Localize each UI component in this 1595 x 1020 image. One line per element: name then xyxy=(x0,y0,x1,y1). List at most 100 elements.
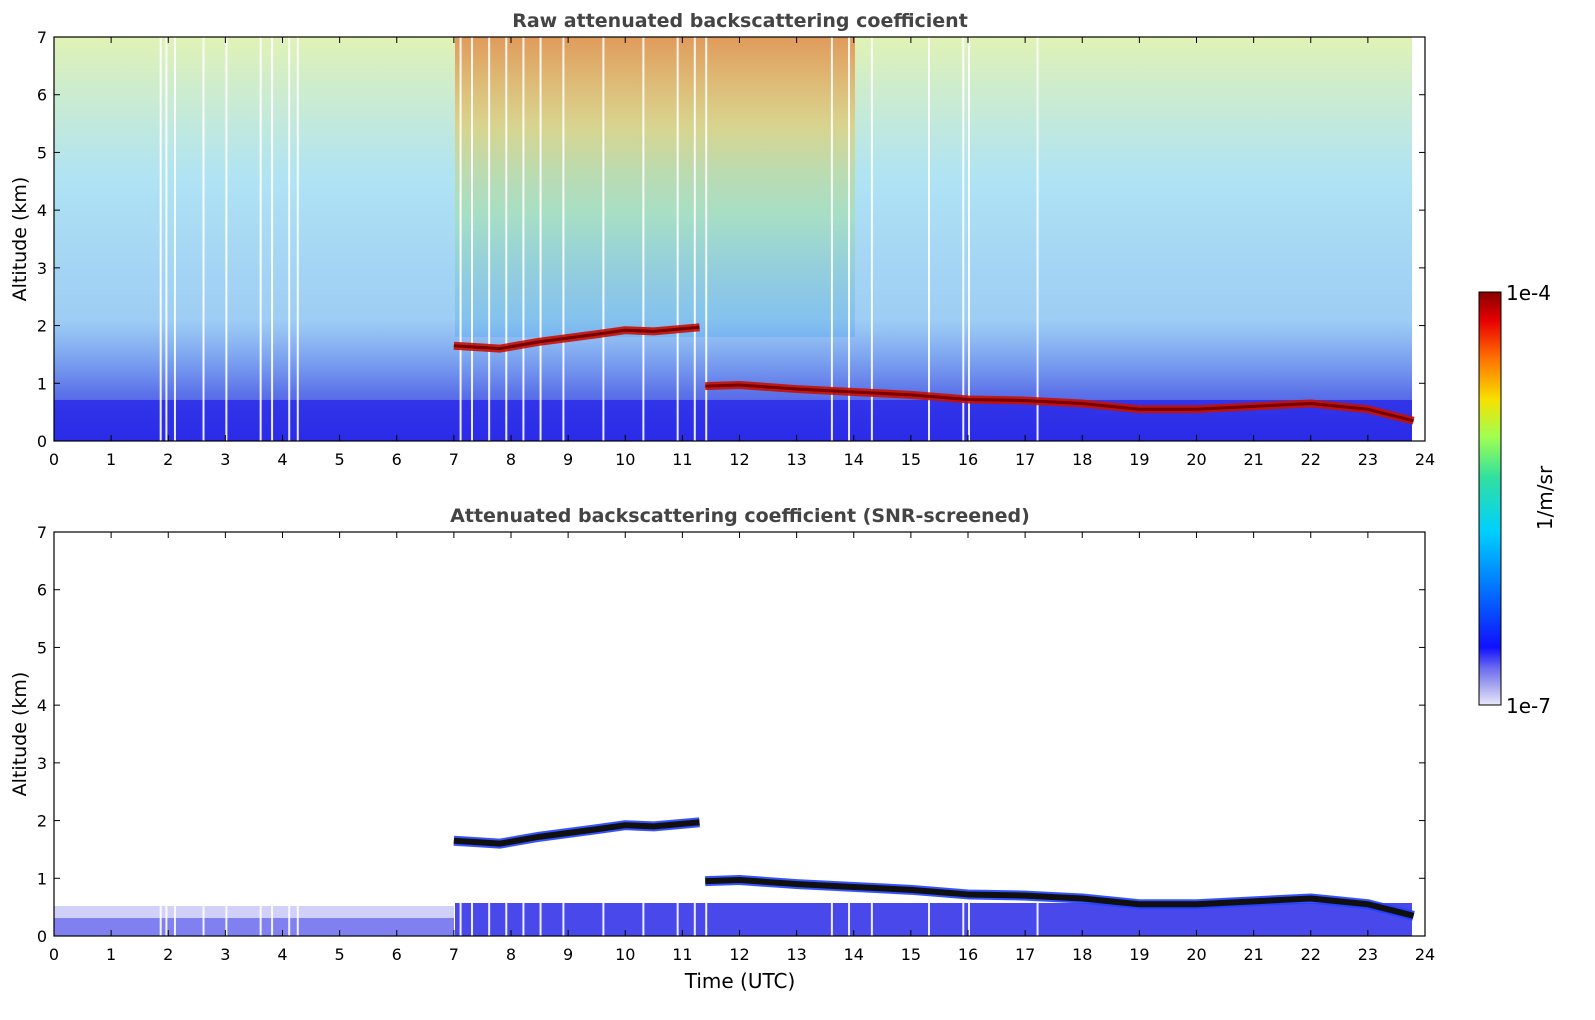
y-tick-label: 6 xyxy=(37,86,47,105)
dropout-streak xyxy=(505,532,508,936)
x-tick-label: 9 xyxy=(563,450,573,469)
dropout-streak xyxy=(928,532,931,936)
dropout-streak xyxy=(693,532,696,936)
dropout-streak xyxy=(539,37,542,441)
x-tick-label: 1 xyxy=(106,450,116,469)
x-tick-label: 23 xyxy=(1358,945,1378,964)
x-tick-label: 19 xyxy=(1129,945,1149,964)
y-axis-label: Altitude (km) xyxy=(9,672,31,797)
dropout-streak xyxy=(488,37,491,441)
x-tick-label: 0 xyxy=(49,450,59,469)
dropout-streak xyxy=(848,37,851,441)
dropout-streak xyxy=(505,37,508,441)
dropout-streak xyxy=(159,532,162,936)
x-tick-label: 8 xyxy=(506,945,516,964)
x-tick-label: 9 xyxy=(563,945,573,964)
y-tick-label: 7 xyxy=(37,28,47,47)
x-tick-label: 6 xyxy=(392,945,402,964)
x-tick-label: 17 xyxy=(1015,945,1035,964)
x-tick-label: 1 xyxy=(106,945,116,964)
x-tick-label: 19 xyxy=(1129,450,1149,469)
x-tick-label: 20 xyxy=(1186,450,1206,469)
surface-haze-core xyxy=(54,918,454,936)
dropout-streak xyxy=(642,532,645,936)
x-tick-label: 16 xyxy=(958,450,978,469)
x-tick-label: 4 xyxy=(277,450,287,469)
aerosol-layers xyxy=(453,817,1415,921)
x-tick-label: 10 xyxy=(615,945,635,964)
dropout-streak xyxy=(676,37,679,441)
x-tick-label: 17 xyxy=(1015,450,1035,469)
snr-screened-panel: Attenuated backscattering coefficient (S… xyxy=(9,505,1435,993)
x-tick-label: 14 xyxy=(844,945,864,964)
dropout-streak xyxy=(830,37,833,441)
dropout-streak xyxy=(165,37,168,441)
x-tick-label: 7 xyxy=(449,945,459,964)
dropout-streak xyxy=(562,532,565,936)
y-tick-label: 2 xyxy=(37,317,47,336)
colorbar-label: 1/m/sr xyxy=(1533,465,1557,530)
x-tick-label: 12 xyxy=(729,945,749,964)
x-tick-label: 0 xyxy=(49,945,59,964)
y-tick-label: 6 xyxy=(37,581,47,600)
dropout-streak xyxy=(225,37,228,441)
dropout-streak xyxy=(830,532,833,936)
x-tick-label: 2 xyxy=(163,945,173,964)
x-tick-label: 10 xyxy=(615,450,635,469)
heatmap-field xyxy=(54,37,1415,441)
y-tick-label: 5 xyxy=(37,143,47,162)
dropout-streak xyxy=(159,37,162,441)
raw-backscatter-panel: Raw attenuated backscattering coefficien… xyxy=(9,10,1435,469)
dropout-streak xyxy=(642,37,645,441)
x-tick-label: 5 xyxy=(335,945,345,964)
x-tick-label: 2 xyxy=(163,450,173,469)
dropout-streak xyxy=(202,532,205,936)
dropout-streak xyxy=(173,37,176,441)
dropout-streak xyxy=(488,532,491,936)
y-tick-label: 7 xyxy=(37,523,47,542)
colorbar: 1e-4 1e-7 1/m/sr xyxy=(1478,281,1557,718)
dropout-streak xyxy=(962,37,965,441)
dropout-streak xyxy=(165,532,168,936)
dropout-streak xyxy=(173,532,176,936)
dropout-streak xyxy=(522,532,525,936)
x-tick-label: 3 xyxy=(220,945,230,964)
dropout-streak xyxy=(288,532,291,936)
dropout-streak xyxy=(225,532,228,936)
y-tick-label: 0 xyxy=(37,927,47,946)
y-tick-label: 1 xyxy=(37,869,47,888)
y-axis-label: Altitude (km) xyxy=(9,177,31,302)
y-tick-label: 4 xyxy=(37,696,47,715)
dropout-streak xyxy=(1036,532,1039,936)
x-tick-label: 13 xyxy=(786,450,806,469)
dropout-streak xyxy=(296,532,299,936)
y-tick-label: 3 xyxy=(37,259,47,278)
x-tick-label: 22 xyxy=(1301,945,1321,964)
x-tick-label: 21 xyxy=(1243,945,1263,964)
dropout-streak xyxy=(459,532,462,936)
aerosol-layers xyxy=(453,323,1415,425)
x-tick-label: 20 xyxy=(1186,945,1206,964)
dropout-streak xyxy=(259,37,262,441)
dropout-streak xyxy=(271,532,274,936)
y-tick-label: 3 xyxy=(37,754,47,773)
dropout-streak xyxy=(870,532,873,936)
x-axis: 0 1 2 3 4 5 6 7 8 9 10 11 12 13 14 15 16 17 18 19 20 21 22 23 24 xyxy=(49,532,1435,964)
dropout-streak xyxy=(968,37,970,441)
x-axis-label: Time (UTC) xyxy=(684,969,796,993)
dropout-streak xyxy=(705,532,708,936)
chart-title: Raw attenuated backscattering coefficien… xyxy=(512,10,968,32)
dropout-streak xyxy=(539,532,542,936)
dropout-streak xyxy=(459,37,462,441)
x-tick-label: 8 xyxy=(506,450,516,469)
x-tick-label: 21 xyxy=(1243,450,1263,469)
x-tick-label: 24 xyxy=(1415,945,1435,964)
dropout-streak xyxy=(202,37,205,441)
dropout-streak xyxy=(602,37,605,441)
x-tick-label: 14 xyxy=(844,450,864,469)
x-tick-label: 18 xyxy=(1072,450,1092,469)
heatmap-field xyxy=(54,532,1415,936)
x-tick-label: 23 xyxy=(1358,450,1378,469)
dropout-streak xyxy=(522,37,525,441)
